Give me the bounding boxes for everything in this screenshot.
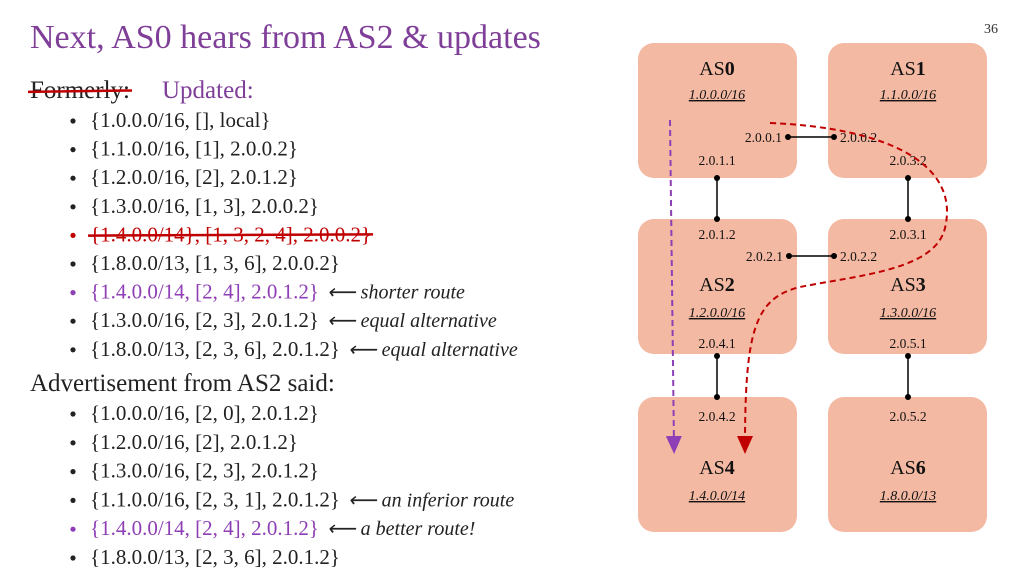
route-arrow-purple (665, 119, 682, 454)
list-item: {1.1.0.0/16, [2, 3, 1], 2.0.1.2} (90, 487, 340, 511)
list-note: ⟵ a better route! (327, 518, 475, 540)
interface-label: 2.0.0.1 (745, 130, 782, 145)
list-item: {1.3.0.0/16, [2, 3], 2.0.1.2} (90, 308, 319, 332)
as-prefix: AS (890, 457, 916, 479)
as-prefix: AS (699, 274, 725, 296)
as-diagram: AS01.0.0.0/16AS11.1.0.0/16AS21.2.0.0/16A… (638, 43, 987, 532)
as-label: AS1 (890, 58, 926, 80)
page-number: 36 (984, 22, 998, 37)
list-item: {1.8.0.0/13, [1, 3, 6], 2.0.0.2} (90, 251, 340, 275)
slide-title: Next, AS0 hears from AS2 & updates (30, 19, 541, 56)
as-number: 0 (725, 58, 735, 80)
list-item: {1.8.0.0/13, [2, 3, 6], 2.0.1.2} (90, 337, 340, 361)
as-network: 1.1.0.0/16 (880, 88, 936, 103)
interface-label: 2.0.4.1 (698, 336, 735, 351)
as-network: 1.0.0.0/16 (689, 88, 745, 103)
as-box (828, 397, 987, 532)
bullet (70, 526, 76, 532)
list-item: {1.4.0.0/14, [2, 4], 2.0.1.2} (90, 516, 319, 540)
as-number: 3 (916, 274, 926, 296)
link-dots (714, 134, 911, 400)
as-network: 1.8.0.0/13 (880, 489, 936, 504)
bullet (70, 261, 76, 267)
list-item: {1.2.0.0/16, [2], 2.0.1.2} (90, 430, 298, 454)
bullet (70, 497, 76, 503)
list-item: {1.4.0.0/14, [2, 4], 2.0.1.2} (90, 280, 319, 304)
interface-label: 2.0.5.2 (889, 409, 926, 424)
as-label: AS6 (890, 457, 926, 479)
interface-label: 2.0.1.1 (698, 153, 735, 168)
bullet (70, 175, 76, 181)
interface-label: 2.0.1.2 (698, 227, 735, 242)
as-number: 2 (725, 274, 735, 296)
as-label: AS3 (890, 274, 926, 296)
as-number: 6 (916, 457, 926, 479)
as-prefix: AS (699, 58, 725, 80)
as-prefix: AS (890, 274, 916, 296)
list-item: {1.8.0.0/13, [2, 3, 6], 2.0.1.2} (90, 545, 340, 569)
bullet (70, 232, 76, 238)
as-prefix: AS (890, 58, 916, 80)
as-number: 1 (916, 58, 926, 80)
route-arrow-red (737, 122, 948, 454)
interface-label: 2.0.5.1 (889, 336, 926, 351)
as-box (638, 397, 797, 532)
list-item: {1.0.0.0/16, [], local} (90, 108, 271, 132)
interface-label: 2.0.0.2 (840, 130, 877, 145)
interface-label: 2.0.3.1 (889, 227, 926, 242)
bullet (70, 347, 76, 353)
as-label: AS0 (699, 58, 735, 80)
interface-label: 2.0.4.2 (698, 409, 735, 424)
list-item: {1.2.0.0/16, [2], 2.0.1.2} (90, 165, 298, 189)
as-network: 1.4.0.0/14 (689, 489, 745, 504)
list-item: {1.0.0.0/16, [2, 0], 2.0.1.2} (90, 401, 319, 425)
as-box (828, 43, 987, 178)
updated-label: Updated: (162, 77, 254, 104)
bullet (70, 204, 76, 210)
as-network: 1.2.0.0/16 (689, 306, 745, 321)
interface-label: 2.0.3.2 (889, 153, 926, 168)
list-note: ⟵ equal alternative (348, 339, 518, 361)
list-item: {1.1.0.0/16, [1], 2.0.0.2} (90, 137, 298, 161)
list-note: ⟵ equal alternative (327, 310, 497, 332)
list-item: {1.3.0.0/16, [2, 3], 2.0.1.2} (90, 459, 319, 483)
as-label: AS4 (699, 457, 735, 479)
bullet (70, 469, 76, 475)
bullet (70, 440, 76, 446)
as-network: 1.3.0.0/16 (880, 306, 936, 321)
interface-label: 2.0.2.1 (746, 249, 783, 264)
as-box (828, 219, 987, 354)
bullet (70, 147, 76, 153)
advertisement-heading: Advertisement from AS2 said: (30, 370, 335, 397)
as-box (638, 43, 797, 178)
as-prefix: AS (699, 457, 725, 479)
as-number: 4 (725, 457, 735, 479)
bullet (70, 118, 76, 124)
bullet (70, 318, 76, 324)
list-item: {1.3.0.0/16, [1, 3], 2.0.0.2} (90, 194, 319, 218)
list-note: ⟵ shorter route (327, 282, 465, 304)
bullet (70, 290, 76, 296)
interface-label: 2.0.2.2 (840, 249, 877, 264)
as-label: AS2 (699, 274, 735, 296)
bullet (70, 411, 76, 417)
strikethrough (87, 233, 374, 237)
strikethrough (27, 89, 133, 94)
list-note: ⟵ an inferior route (348, 489, 514, 511)
bullet (70, 555, 76, 561)
